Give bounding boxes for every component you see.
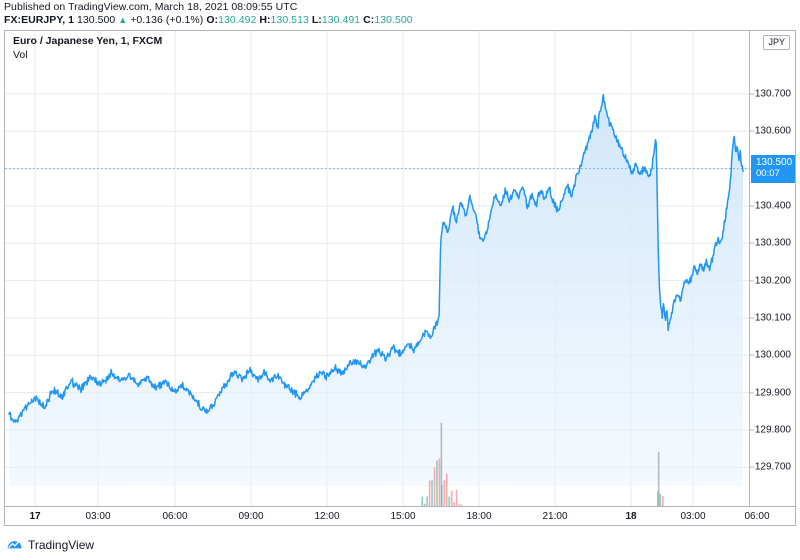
price-scale-label: 130.700: [754, 88, 791, 100]
triangle-up-icon: ▲: [118, 15, 128, 25]
price-scale-tick: [750, 317, 754, 319]
brand-label: TradingView: [28, 537, 95, 552]
price-scale-tick: [750, 280, 754, 282]
price-scale-label: 130.000: [754, 349, 791, 361]
price-scale-tick: [750, 205, 754, 207]
price-scale-label: 130.200: [754, 275, 791, 287]
legend-title: Euro / Japanese Yen, 1, FXCM: [13, 35, 163, 47]
low-value: 130.491: [321, 14, 361, 26]
time-scale-label: 15:00: [390, 511, 416, 522]
price-scale-label: 130.300: [754, 237, 791, 249]
low-key: L:: [311, 14, 322, 26]
price-scale-label: 129.800: [754, 424, 791, 436]
time-scale-label: 06:00: [162, 511, 188, 522]
time-scale-label: 03:00: [680, 511, 706, 522]
price-scale-tick: [750, 130, 754, 132]
time-scale-label: 06:00: [744, 511, 770, 522]
open-key: O:: [206, 14, 219, 26]
price-scale-tick: [750, 242, 754, 244]
time-scale-label: 03:00: [85, 511, 111, 522]
close-key: C:: [363, 14, 375, 26]
legend-volume-label: Vol: [13, 49, 28, 61]
last-price: 130.500: [77, 14, 116, 26]
price-scale-tick: [750, 392, 754, 394]
price-scale-label: 130.400: [754, 200, 791, 212]
price-scale-label: 130.100: [754, 312, 791, 324]
close-value: 130.500: [374, 14, 413, 26]
high-value: 130.513: [270, 14, 309, 26]
high-key: H:: [259, 14, 271, 26]
price-scale-label: 129.900: [754, 387, 791, 399]
symbol-label[interactable]: FX:EURJPY,: [4, 14, 66, 26]
open-value: 130.492: [218, 14, 257, 26]
time-scale-label: 18:00: [466, 511, 492, 522]
time-scale-label: 09:00: [238, 511, 264, 522]
chart-frame: Euro / Japanese Yen, 1, FXCM Vol JPY 130…: [4, 30, 796, 526]
chart-header: Published on TradingView.com, March 18, …: [0, 0, 800, 30]
price-area-chart: [5, 31, 749, 507]
price-scale-tick: [750, 429, 754, 431]
time-scale[interactable]: 17 03:00 06:00 09:00 12:00 15:00 18:00 21:00 18 0…: [5, 506, 795, 525]
price-scale-tick: [750, 466, 754, 468]
price-scale-label: 130.600: [754, 125, 791, 137]
tradingview-logo-icon: [6, 536, 23, 553]
change-absolute: +0.136: [130, 14, 163, 26]
price-scale[interactable]: JPY 130.700 130.600 130.400 130.300 130.200 1…: [749, 31, 795, 507]
interval-label[interactable]: 1: [68, 14, 75, 26]
time-scale-label: 17: [29, 511, 41, 522]
bar-countdown: 00:07: [756, 168, 780, 180]
quote-line: FX:EURJPY, 1 130.500 ▲ +0.136 (+0.1%) O:…: [4, 14, 413, 26]
published-line: Published on TradingView.com, March 18, …: [4, 1, 298, 13]
current-price-badge[interactable]: 130.500 00:07: [751, 154, 795, 183]
time-scale-label: 21:00: [542, 511, 568, 522]
price-scale-tick: [750, 93, 754, 95]
chart-legend: Euro / Japanese Yen, 1, FXCM Vol: [13, 35, 162, 61]
time-scale-label: 12:00: [314, 511, 340, 522]
price-scale-tick: [750, 354, 754, 356]
current-price-value: 130.500: [756, 156, 793, 168]
price-scale-unit[interactable]: JPY: [763, 35, 790, 50]
volume-bars: [421, 423, 664, 507]
price-scale-label: 129.700: [754, 461, 791, 473]
chart-plot-area[interactable]: Euro / Japanese Yen, 1, FXCM Vol: [5, 31, 749, 507]
footer: TradingView: [6, 536, 94, 553]
change-percent: (+0.1%): [165, 14, 204, 26]
time-scale-label: 18: [625, 511, 637, 522]
